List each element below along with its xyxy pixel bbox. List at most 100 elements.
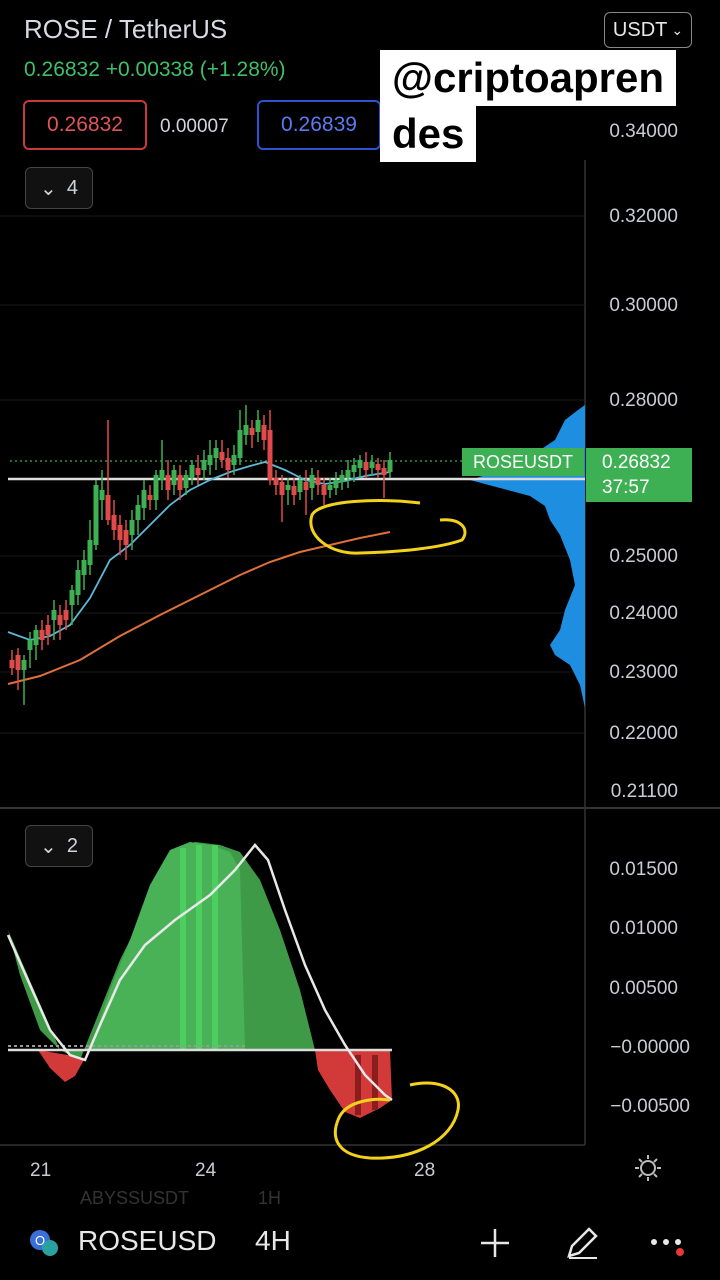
candle-body [345, 470, 351, 478]
candle-body [333, 480, 339, 488]
candle-body [27, 640, 33, 650]
indicator-axis-label: 0.01500 [609, 859, 678, 880]
spread-value: 0.00007 [160, 116, 229, 137]
candle-body [213, 448, 219, 458]
candle-body [159, 470, 165, 480]
candle-body [129, 520, 135, 535]
sub-indicators-toggle[interactable]: ⌄ 2 [25, 825, 93, 867]
candle-body [9, 660, 15, 668]
ema-slow-line [7, 531, 391, 685]
momentum-histogram-red-right [315, 1050, 392, 1118]
candle-body [201, 460, 207, 470]
candle-body [237, 430, 243, 458]
symbol-logo-icon: O [28, 1228, 64, 1263]
indicator-axis-label: −0.00500 [610, 1096, 690, 1117]
annotation-circle-2 [333, 1081, 460, 1160]
candle-body [243, 425, 249, 435]
time-axis-label: 28 [414, 1160, 436, 1181]
candle-body [291, 486, 297, 495]
candle-body [99, 490, 105, 500]
watermark: @criptoapren des [380, 50, 676, 162]
candle-body [273, 478, 279, 485]
candle-body [123, 530, 129, 545]
indicator-axis-label: −0.00000 [610, 1037, 690, 1058]
main-indicators-toggle[interactable]: ⌄ 4 [25, 167, 93, 209]
candle-body [207, 455, 213, 465]
candle-body [15, 655, 21, 670]
price-axis-label: 0.24000 [609, 603, 678, 624]
candle-body [51, 610, 57, 620]
last-price-tag: 0.26832 37:57 [586, 448, 692, 502]
candle-body [381, 468, 387, 475]
candle-body [339, 475, 345, 482]
indicator-axis-label: 0.01000 [609, 918, 678, 939]
candle-body [147, 495, 153, 500]
candle-body [117, 525, 123, 540]
indicator-count: 4 [66, 176, 78, 199]
ghost-interval: 1H [258, 1188, 282, 1208]
candle-body [195, 468, 201, 475]
plus-icon[interactable] [478, 1226, 512, 1265]
candle-body [297, 480, 303, 492]
candle-body [135, 505, 141, 520]
candle-body [183, 475, 189, 488]
price-axis-label: 0.22000 [609, 723, 678, 744]
candle-body [225, 458, 231, 470]
time-axis-label: 24 [195, 1160, 217, 1181]
candle-body [105, 495, 111, 520]
candle-body [171, 470, 177, 485]
candle-body [219, 452, 225, 460]
candle-body [363, 462, 369, 470]
watermark-line-1: @criptoapren [380, 50, 676, 106]
symbol-selector[interactable]: ROSEUSD [78, 1225, 217, 1256]
candle-body [39, 630, 45, 640]
candle-body [111, 515, 117, 530]
last-price-value: 0.26832 [602, 452, 671, 473]
chevron-down-icon: ⌄ [40, 835, 57, 858]
chart-title[interactable]: ROSE / TetherUS [24, 14, 228, 44]
candle-body [165, 475, 171, 490]
symbol-price-tag: ROSEUSDT [462, 448, 584, 476]
sell-price-button[interactable]: 0.26832 [23, 100, 147, 150]
ema-fast-line [7, 461, 391, 641]
pencil-icon[interactable] [563, 1224, 601, 1267]
candle-body [177, 475, 183, 490]
candle-body [231, 455, 237, 465]
candlesticks [9, 405, 393, 705]
currency-label: USDT [612, 18, 668, 41]
candle-body [387, 460, 393, 472]
candle-body [153, 475, 159, 500]
candle-body [93, 485, 99, 545]
watermark-line-2: des [380, 106, 477, 162]
annotation-circle-1 [309, 499, 467, 555]
indicator-axis-label: 0.00500 [609, 978, 678, 999]
candle-body [69, 590, 75, 605]
candle-body [357, 460, 363, 468]
settings-sun-icon[interactable] [634, 1154, 662, 1187]
candle-body [309, 475, 315, 488]
candle-body [249, 428, 255, 435]
price-axis-label: 0.34000 [609, 121, 678, 142]
more-icon[interactable] [648, 1232, 688, 1263]
candle-body [75, 570, 81, 595]
candle-body [57, 615, 63, 625]
candle-body [33, 630, 39, 645]
candle-body [279, 482, 285, 495]
candle-body [189, 465, 195, 478]
chart-canvas[interactable] [0, 0, 720, 1200]
candle-body [327, 485, 333, 490]
signal-line [6, 843, 393, 1102]
price-axis-label: 0.28000 [609, 390, 678, 411]
candle-body [351, 465, 357, 472]
candle-body [261, 425, 267, 440]
indicator-count: 2 [66, 834, 78, 857]
candle-body [375, 464, 381, 470]
price-axis-label: 0.21100 [610, 781, 678, 802]
interval-selector[interactable]: 4H [255, 1225, 291, 1256]
candle-body [285, 485, 291, 490]
candle-body [321, 485, 327, 495]
candle-body [21, 660, 27, 670]
candle-body [255, 420, 261, 432]
currency-select[interactable]: USDT ⌄ [604, 12, 692, 48]
candle-body [141, 490, 147, 508]
